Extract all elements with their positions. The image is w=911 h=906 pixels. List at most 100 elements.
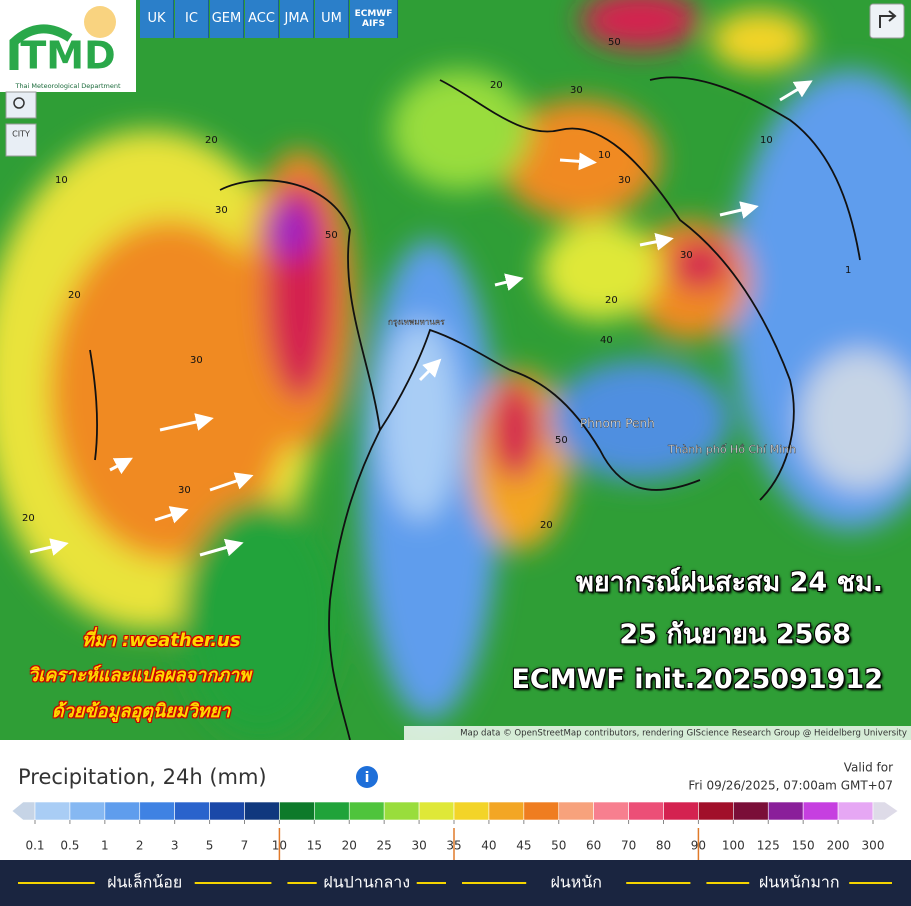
legend: Precipitation, 24h (mm) i Valid for Fri …: [0, 761, 911, 906]
map: กรุงเทพมหานคร Phnom Penh Thành phố Hồ Chí …: [0, 0, 911, 740]
color-swatch: [139, 801, 175, 821]
contour-label: 20: [490, 80, 503, 91]
contour-label: 30: [190, 355, 203, 366]
contour-label: 20: [68, 290, 81, 301]
model-button[interactable]: ECMWF AIFS: [350, 0, 398, 38]
borders: [89, 76, 861, 740]
attribution: Map data © OpenStreetMap contributors, r…: [460, 729, 907, 739]
color-swatch: [418, 801, 455, 821]
contour-label: 10: [55, 175, 68, 186]
place-label: Thành phố Hồ Chí Minh: [667, 443, 796, 456]
tick-label: 0.5: [60, 839, 79, 853]
forecast-date: 25 กันยายน 2568: [618, 618, 852, 651]
info-icon[interactable]: [356, 766, 378, 788]
contour-label: 10: [760, 135, 773, 146]
tick-label: 200: [827, 839, 850, 853]
model-button[interactable]: GEM: [210, 0, 244, 38]
color-swatch: [523, 801, 560, 821]
logo-sun: [84, 6, 116, 38]
tick-label: 2: [136, 839, 144, 853]
color-swatch: [174, 801, 210, 821]
color-swatch: [34, 801, 71, 821]
contour-label: 30: [570, 85, 583, 96]
zoom-button[interactable]: [5, 91, 37, 119]
share-icon: [879, 10, 897, 28]
color-swatch: [802, 801, 839, 821]
category-bar: [0, 860, 911, 906]
info-glyph: i: [365, 770, 370, 786]
forecast-title: พยากรณ์ฝนสะสม 24 ชม.: [575, 566, 884, 599]
contour-label: 30: [178, 485, 191, 496]
valid-time: Fri 09/26/2025, 07:00am GMT+07: [688, 779, 893, 793]
tick-label: 20: [342, 839, 357, 853]
contour-label: 30: [215, 205, 228, 216]
contour-label: 30: [680, 250, 693, 261]
color-swatch: [11, 801, 36, 821]
contour-label: 20: [205, 135, 218, 146]
share-button[interactable]: [869, 3, 905, 39]
city-button[interactable]: [5, 123, 37, 157]
tick-label: 5: [206, 839, 214, 853]
color-swatch: [767, 801, 804, 821]
contour-label: 50: [555, 435, 568, 446]
color-swatch: [104, 801, 141, 821]
tick-label: 40: [481, 839, 496, 853]
tick-label: 15: [307, 839, 322, 853]
model-button[interactable]: UM: [315, 0, 349, 38]
contour-label: 30: [618, 175, 631, 186]
tick-label: 30: [411, 839, 426, 853]
color-swatch: [558, 801, 594, 821]
model-button[interactable]: IC: [175, 0, 209, 38]
color-swatch: [698, 801, 734, 821]
color-swatch: [663, 801, 699, 821]
color-swatch: [628, 801, 664, 821]
contour-label: 20: [605, 295, 618, 306]
tick-label: 25: [377, 839, 392, 853]
color-swatch: [279, 801, 315, 821]
wind-arrows: [29, 80, 813, 557]
tick-label: 150: [792, 839, 815, 853]
tick-label: 7: [241, 839, 249, 853]
color-swatch: [69, 801, 106, 821]
tick-label: 100: [722, 839, 745, 853]
tick-label: 45: [516, 839, 531, 853]
color-swatch: [244, 801, 280, 821]
tick-label: 50: [551, 839, 566, 853]
contour-label: 20: [540, 520, 553, 531]
contour-label: 50: [325, 230, 338, 241]
category-labels: ฝนเล็กน้อย ฝนปานกลาง ฝนหนัก ฝนหนักมาก: [18, 872, 892, 892]
color-swatch: [593, 801, 629, 821]
category-label: ฝนหนักมาก: [759, 873, 840, 892]
logo-icon: [9, 24, 73, 70]
tick-label: 125: [757, 839, 780, 853]
source-note: ด้วยข้อมูลอุตุนิยมวิทยา: [52, 701, 231, 722]
color-swatch: [453, 801, 490, 821]
valid-label: Valid for: [844, 761, 893, 775]
contour-label: 20: [22, 513, 35, 524]
color-swatch: [383, 801, 420, 821]
tick-label: 80: [656, 839, 671, 853]
tick-label: 3: [171, 839, 179, 853]
contour-label: 10: [598, 150, 611, 161]
color-swatch: [488, 801, 525, 821]
place-label: กรุงเทพมหานคร: [388, 318, 445, 327]
model-button[interactable]: JMA: [280, 0, 314, 38]
place-labels: กรุงเทพมหานคร Phnom Penh Thành phố Hồ Chí …: [388, 317, 797, 456]
tick-label: 300: [862, 839, 885, 853]
color-swatch: [348, 801, 385, 821]
legend-title: Precipitation, 24h (mm): [18, 765, 267, 789]
zoom-icon: [13, 97, 25, 109]
forecast-model: ECMWF init.2025091912: [510, 663, 884, 696]
logo-subtitle: Thai Meteorological Department: [14, 82, 121, 90]
contour-label: 40: [600, 335, 613, 346]
model-button[interactable]: ACC: [245, 0, 279, 38]
color-swatch: [837, 801, 874, 821]
color-swatch: [209, 801, 245, 821]
source: ที่มา :weather.us: [82, 630, 241, 651]
contour-label: 1: [845, 265, 851, 276]
model-button[interactable]: UK: [140, 0, 174, 38]
category-label: ฝนปานกลาง: [323, 873, 410, 892]
city-label: CITY: [12, 130, 30, 139]
tick-label: 60: [586, 839, 601, 853]
